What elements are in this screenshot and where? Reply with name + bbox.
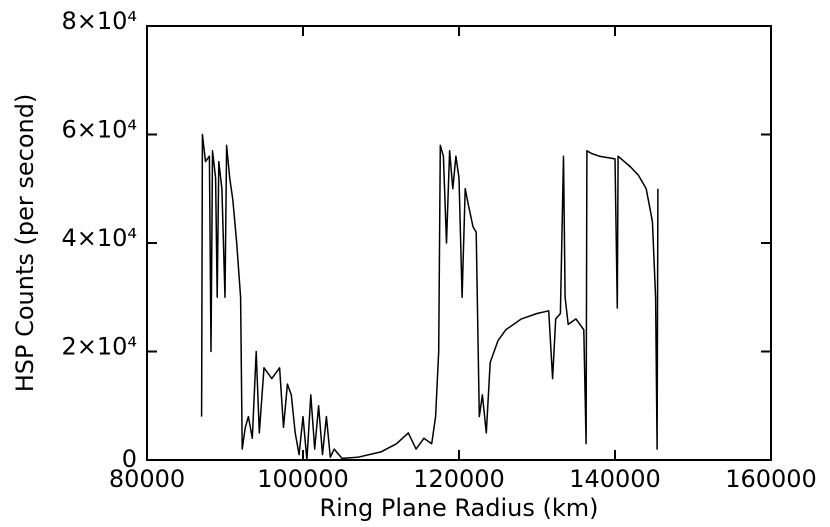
x-tick-label: 80000: [109, 465, 185, 493]
x-tick-label: 140000: [569, 465, 661, 493]
y-axis-label: HSP Counts (per second): [11, 94, 39, 393]
y-tick-label: 6×10⁴: [61, 116, 137, 144]
y-tick-label: 2×10⁴: [61, 333, 137, 361]
plot-frame: [146, 25, 772, 461]
y-tick-label: 8×10⁴: [61, 7, 137, 35]
y-tick-label: 4×10⁴: [61, 224, 137, 252]
x-tick-label: 160000: [725, 465, 817, 493]
data-line: [200, 133, 659, 461]
x-axis-label: Ring Plane Radius (km): [320, 494, 599, 522]
x-tick-label: 100000: [257, 465, 349, 493]
y-tick-label: 0: [122, 445, 137, 473]
x-tick-label: 120000: [413, 465, 505, 493]
